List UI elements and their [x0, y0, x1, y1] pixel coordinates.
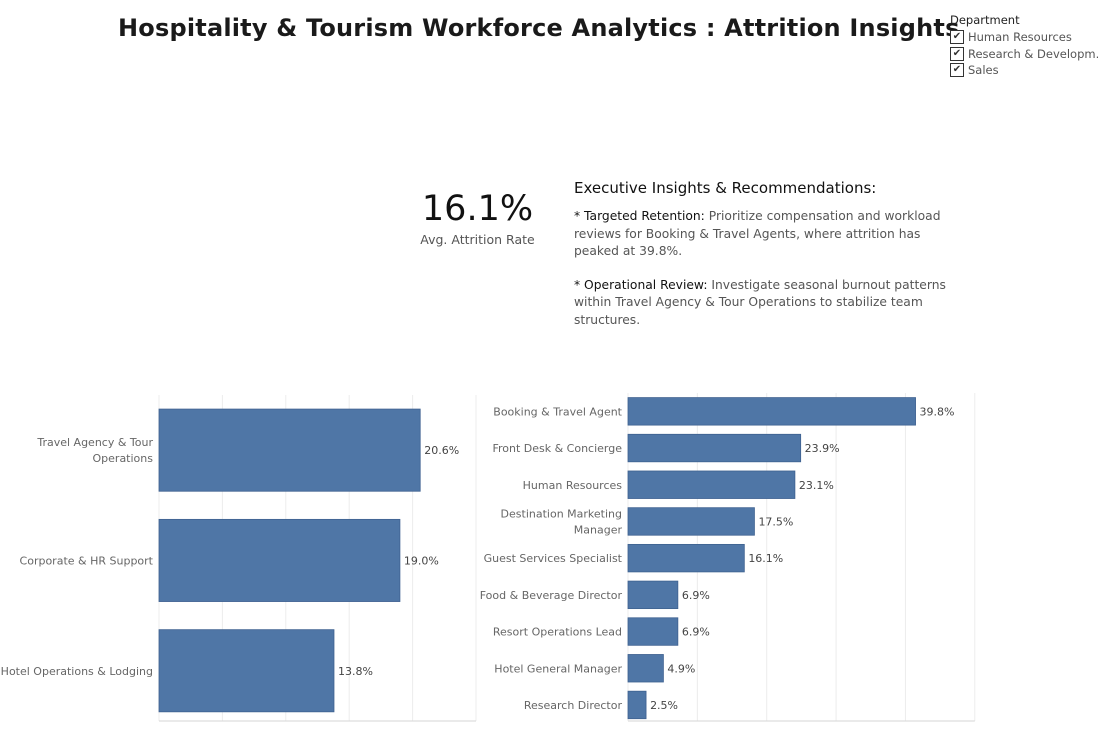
value-label: 4.9%	[667, 662, 695, 675]
value-label: 16.1%	[748, 552, 783, 565]
value-label: 23.1%	[799, 479, 834, 492]
category-label: Guest Services Specialist	[484, 552, 623, 565]
kpi-card: 16.1% Avg. Attrition Rate	[410, 190, 545, 247]
checkbox-checked-icon[interactable]: ✔	[950, 63, 964, 78]
value-label: 20.6%	[424, 444, 459, 457]
category-label: Front Desk & Concierge	[492, 442, 622, 455]
attrition-by-segment-chart: 20.6% Travel Agency & Tour Operations 19.0%…	[0, 395, 480, 725]
checkbox-checked-icon[interactable]: ✔	[950, 30, 964, 45]
bar[interactable]	[627, 543, 745, 573]
bar[interactable]	[158, 629, 335, 713]
category-label: Corporate & HR Support	[20, 554, 154, 567]
bar[interactable]	[627, 397, 916, 426]
page-title: Hospitality & Tourism Workforce Analytic…	[118, 14, 960, 42]
insights-panel: Executive Insights & Recommendations: * …	[574, 179, 954, 346]
category-label: Travel Agency & Tour Operations	[36, 436, 153, 465]
bar[interactable]	[627, 654, 664, 683]
insight-text: Prioritize compensation and workload rev…	[574, 209, 941, 258]
category-label: Hotel General Manager	[494, 662, 622, 675]
attrition-by-segment-svg: 20.6% Travel Agency & Tour Operations 19.0%…	[1, 395, 477, 722]
category-label: Human Resources	[523, 479, 623, 492]
insights-heading: Executive Insights & Recommendations:	[574, 179, 877, 197]
insight-text: Investigate seasonal burnout patterns wi…	[574, 278, 946, 327]
value-label: 13.8%	[338, 665, 373, 678]
bar[interactable]	[627, 617, 679, 646]
department-filter: Department ✔ Human Resources ✔ Research …	[950, 13, 1098, 79]
bar[interactable]	[627, 690, 647, 720]
filter-item-label: Sales	[968, 63, 999, 78]
filter-item-label: Research & Developm..	[968, 46, 1098, 61]
category-label: Resort Operations Lead	[493, 626, 622, 639]
filter-item-human-resources[interactable]: ✔ Human Resources	[950, 29, 1098, 46]
value-label: 17.5%	[758, 515, 793, 528]
category-label: Research Director	[524, 699, 623, 712]
bar[interactable]	[158, 518, 401, 602]
filter-item-sales[interactable]: ✔ Sales	[950, 62, 1098, 79]
bar[interactable]	[158, 408, 421, 492]
insight-item: * Targeted Retention: Prioritize compens…	[574, 208, 954, 260]
value-label: 19.0%	[404, 554, 439, 567]
category-label: Booking & Travel Agent	[493, 405, 622, 418]
value-label: 39.8%	[920, 405, 955, 418]
bar[interactable]	[627, 433, 802, 463]
bar[interactable]	[627, 507, 755, 536]
value-label: 6.9%	[682, 626, 710, 639]
insight-item: * Operational Review: Investigate season…	[574, 277, 954, 329]
bar[interactable]	[627, 580, 679, 610]
attrition-by-role-chart: 39.8% Booking & Travel Agent 23.9% Front De…	[480, 393, 976, 725]
attrition-by-role-svg: 39.8% Booking & Travel Agent 23.9% Front De…	[480, 393, 976, 722]
filter-item-label: Human Resources	[968, 30, 1072, 45]
value-label: 23.9%	[805, 442, 840, 455]
insight-key: * Targeted Retention:	[574, 209, 705, 224]
category-label: Food & Beverage Director	[480, 589, 623, 602]
insight-key: * Operational Review:	[574, 278, 708, 293]
value-label: 6.9%	[682, 589, 710, 602]
kpi-value: 16.1%	[421, 189, 534, 229]
bar[interactable]	[627, 470, 796, 499]
category-label: Hotel Operations & Lodging	[1, 665, 153, 678]
filter-item-research-development[interactable]: ✔ Research & Developm..	[950, 46, 1098, 63]
category-label: Destination Marketing Manager	[501, 507, 623, 536]
filter-title: Department	[950, 13, 1020, 27]
kpi-label: Avg. Attrition Rate	[420, 231, 535, 247]
value-label: 2.5%	[650, 699, 678, 712]
checkbox-checked-icon[interactable]: ✔	[950, 46, 964, 61]
